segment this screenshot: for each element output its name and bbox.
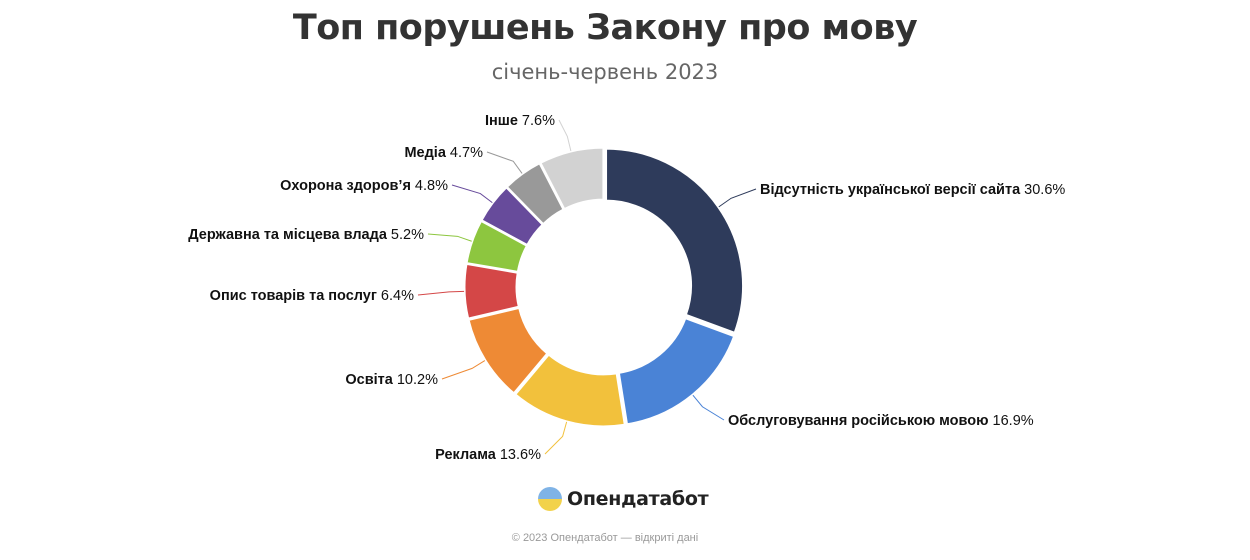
data-label-охорона-здоров-я: Охорона здоров’я 4.8% [280, 178, 448, 194]
label-connectors [417, 119, 757, 455]
slice-label-name: Медіа [404, 145, 446, 161]
slice-реклама[interactable] [514, 353, 626, 428]
data-label-державна-та-місцева-влада: Державна та місцева влада 5.2% [188, 227, 424, 243]
slice-label-value: 4.7% [446, 145, 483, 161]
brand-name: Опендатабот [567, 488, 709, 510]
data-label-інше: Інше 7.6% [485, 113, 555, 129]
connector-опис-товарів-та-послуг [417, 290, 465, 296]
connector-реклама [544, 421, 568, 455]
footer-credit: © 2023 Опендатабот — відкриті дані [511, 532, 699, 544]
slice-label-name: Обслуговування російською мовою [728, 413, 989, 429]
data-label-відсутність-української-версії-сайта: Відсутність української версії сайта 30.… [760, 182, 1065, 198]
data-label-освіта: Освіта 10.2% [345, 372, 438, 388]
connector-інше [558, 119, 572, 152]
connector-освіта [441, 360, 486, 380]
donut-slices [463, 146, 745, 428]
data-label-опис-товарів-та-послуг: Опис товарів та послуг 6.4% [210, 288, 414, 304]
connector-медіа [486, 151, 523, 174]
slice-label-value: 4.8% [411, 178, 448, 194]
slice-інше[interactable] [539, 146, 605, 211]
slice-обслуговування-російською-мовою[interactable] [617, 317, 736, 426]
chart-title: Топ порушень Закону про мову [292, 8, 918, 48]
connector-державна-та-місцева-влада [427, 233, 472, 242]
slice-label-name: Охорона здоров’я [280, 178, 411, 194]
brand-logo[interactable]: Опендатабот [538, 485, 709, 513]
connector-обслуговування-російською-мовою [692, 394, 725, 421]
data-label-реклама: Реклама 13.6% [435, 447, 541, 463]
slice-label-value: 5.2% [387, 227, 424, 243]
slice-освіта[interactable] [467, 306, 549, 395]
slice-label-value: 30.6% [1020, 182, 1065, 198]
slice-label-value: 10.2% [393, 372, 438, 388]
slice-label-value: 6.4% [377, 288, 414, 304]
data-label-обслуговування-російською-мовою: Обслуговування російською мовою 16.9% [728, 413, 1034, 429]
slice-label-name: Реклама [435, 447, 497, 463]
connector-відсутність-української-версії-сайта [718, 188, 757, 208]
slice-label-name: Відсутність української версії сайта [760, 182, 1021, 198]
slice-label-value: 16.9% [989, 413, 1034, 429]
data-label-медіа: Медіа 4.7% [404, 145, 483, 161]
slice-label-name: Інше [485, 113, 518, 129]
slice-label-name: Опис товарів та послуг [210, 288, 377, 304]
slice-label-name: Освіта [345, 372, 393, 388]
opendatabot-logo-icon [538, 487, 562, 511]
slice-відсутність-української-версії-сайта[interactable] [605, 147, 745, 334]
connector-охорона-здоров-я [451, 184, 493, 203]
slice-label-name: Державна та місцева влада [188, 227, 388, 243]
slice-label-value: 7.6% [518, 113, 555, 129]
slice-label-value: 13.6% [496, 447, 541, 463]
slice-labels: Відсутність української версії сайта 30.… [188, 113, 1065, 463]
chart-subtitle: січень-червень 2023 [491, 60, 719, 84]
